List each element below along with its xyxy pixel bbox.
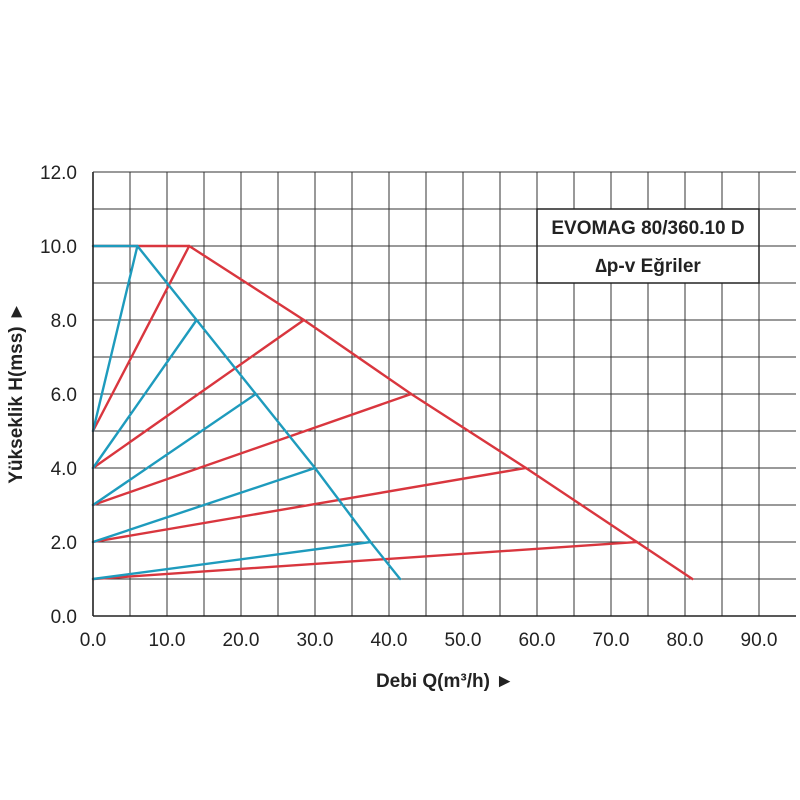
series-line-blue-10 <box>91 466 317 544</box>
x-tick-label: 10.0 <box>149 630 186 651</box>
y-tick-label: 0.0 <box>51 607 77 628</box>
x-tick-label: 70.0 <box>593 630 630 651</box>
x-tick-label: 80.0 <box>667 630 704 651</box>
x-tick-label: 30.0 <box>297 630 334 651</box>
series-line-blue-9 <box>91 392 258 507</box>
x-tick-labels: 0.0 10.0 20.0 30.0 40.0 50.0 60.0 70.0 80.0 90.0 <box>80 630 778 651</box>
series-line-red-4 <box>91 466 528 544</box>
series-line-red-0 <box>91 244 694 581</box>
y-tick-label: 2.0 <box>51 533 77 554</box>
series-line-red-2 <box>91 318 306 470</box>
series-group <box>91 244 694 581</box>
y-tick-label: 6.0 <box>51 385 77 406</box>
y-tick-labels: 0.0 2.0 4.0 6.0 8.0 10.0 12.0 <box>40 163 77 628</box>
x-tick-label: 0.0 <box>80 630 106 651</box>
x-tick-label: 60.0 <box>519 630 556 651</box>
x-tick-label: 40.0 <box>371 630 408 651</box>
y-axis-title: Yükseklik H(mss) ► <box>6 302 27 483</box>
series-line-blue-8 <box>91 318 198 470</box>
plot-frame <box>92 171 796 617</box>
series-line-blue-6 <box>91 244 402 581</box>
chart-title: EVOMAG 80/360.10 D <box>551 218 744 239</box>
y-tick-label: 8.0 <box>51 311 77 332</box>
title-box: EVOMAG 80/360.10 D ∆p-v Eğriler <box>536 208 760 284</box>
series-line-blue-11 <box>91 540 372 581</box>
y-tick-label: 4.0 <box>51 459 77 480</box>
x-tick-label: 20.0 <box>223 630 260 651</box>
series-line-red-1 <box>91 244 191 433</box>
series-line-red-3 <box>91 392 413 507</box>
chart-subtitle: ∆p-v Eğriler <box>595 256 701 277</box>
y-tick-label: 12.0 <box>40 163 77 184</box>
x-tick-label: 50.0 <box>445 630 482 651</box>
series-line-blue-7 <box>91 244 139 433</box>
x-axis-title: Debi Q(m³/h) ► <box>376 671 514 692</box>
y-tick-label: 10.0 <box>40 237 77 258</box>
x-tick-label: 90.0 <box>741 630 778 651</box>
series-line-red-5 <box>91 540 639 581</box>
